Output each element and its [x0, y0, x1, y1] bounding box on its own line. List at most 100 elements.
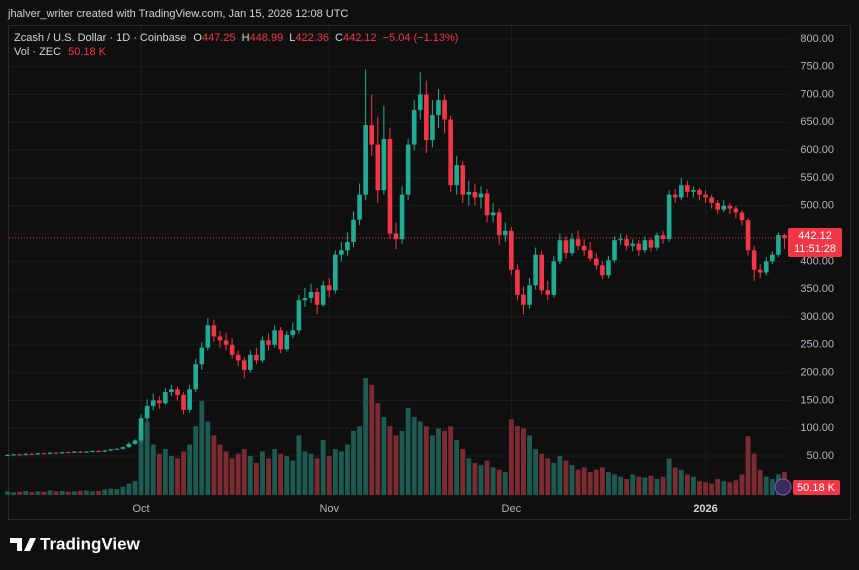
- y-tick-label: 700.00: [800, 88, 834, 100]
- volume-bar: [223, 451, 229, 495]
- candle-body: [114, 448, 120, 450]
- volume-bar: [666, 458, 672, 495]
- candle-body: [96, 451, 101, 453]
- candle-body: [587, 250, 593, 259]
- volume-bar: [478, 465, 484, 495]
- candle-body: [763, 261, 769, 273]
- y-tick-label: 250.00: [800, 339, 834, 351]
- candle-body: [290, 330, 296, 335]
- volume-bar: [466, 458, 472, 495]
- volume-bar: [709, 483, 715, 495]
- candle-body: [654, 235, 660, 248]
- volume-bar: [636, 476, 642, 495]
- credit: jhalver_writer created with TradingView.…: [7, 8, 348, 20]
- candle-body: [430, 115, 435, 141]
- candle-body: [490, 212, 496, 216]
- volume-bar: [41, 491, 47, 495]
- candle-body: [600, 265, 605, 276]
- volume-bar: [411, 417, 417, 495]
- candle-body: [636, 243, 642, 251]
- candle-body: [84, 451, 89, 453]
- candle-body: [666, 194, 672, 240]
- volume-bar: [5, 491, 10, 495]
- volume-bar: [302, 451, 308, 495]
- volume-bar: [678, 469, 684, 495]
- candle-body: [460, 165, 466, 195]
- candle-body: [776, 235, 781, 255]
- volume-bar: [308, 453, 314, 495]
- candle-body: [521, 294, 526, 305]
- candle-body: [703, 194, 708, 198]
- candle-body: [345, 241, 350, 251]
- candle-body: [399, 194, 405, 240]
- candle-body: [369, 125, 375, 145]
- candle-body: [90, 451, 95, 453]
- volume-bar: [545, 458, 551, 495]
- candle-body: [405, 144, 411, 195]
- y-tick-label: 800.00: [800, 33, 834, 45]
- candle-body: [575, 239, 581, 246]
- volume-name: Vol · ZEC: [14, 46, 61, 58]
- alert-icon[interactable]: [774, 478, 792, 496]
- open-label: O: [193, 32, 202, 44]
- y-tick-label: 500.00: [800, 200, 834, 212]
- volume-tag-value: 50.18 K: [797, 482, 836, 494]
- volume-bar: [387, 426, 393, 495]
- volume-bar: [345, 444, 350, 495]
- volume-bar: [521, 428, 526, 495]
- candle-body: [132, 440, 138, 444]
- volume-bar: [272, 449, 278, 495]
- candle-body: [205, 325, 211, 348]
- candle-body: [332, 254, 338, 291]
- low-label: L: [289, 32, 295, 44]
- candle-body: [272, 330, 277, 345]
- volume-bar: [612, 474, 617, 495]
- volume-bar: [581, 467, 587, 495]
- candle-body: [672, 194, 678, 198]
- volume-bar: [150, 444, 156, 495]
- volume-bar: [563, 460, 569, 495]
- y-tick-label: 600.00: [800, 144, 834, 156]
- candle-body: [466, 191, 472, 195]
- volume-bar: [527, 435, 532, 495]
- candle-body: [387, 139, 393, 234]
- candle-body: [156, 400, 162, 404]
- volume-bar: [338, 451, 344, 495]
- candle-body: [181, 394, 186, 410]
- candle-body: [448, 119, 453, 186]
- countdown: 11:51:28: [794, 243, 836, 255]
- candle-body: [612, 240, 617, 261]
- candle-body: [685, 185, 690, 192]
- candle-body: [11, 454, 16, 456]
- open-value: 447.25: [202, 32, 236, 44]
- candle-body: [411, 110, 417, 145]
- candle-body: [35, 453, 41, 455]
- volume-bar: [757, 469, 763, 495]
- volume-bar: [77, 490, 83, 495]
- volume-bar: [618, 476, 624, 495]
- volume-bar: [108, 488, 114, 495]
- candle-body: [551, 261, 557, 295]
- volume-bar: [156, 453, 162, 495]
- volume-bar: [23, 490, 29, 495]
- volume-bar: [29, 492, 35, 495]
- volume-bar: [205, 421, 211, 495]
- candle-body: [320, 285, 326, 305]
- y-tick-label: 200.00: [800, 367, 834, 379]
- candle-body: [770, 254, 775, 262]
- candle-body: [648, 240, 654, 248]
- candle-body: [424, 94, 429, 141]
- candle-body: [65, 452, 71, 454]
- x-tick-label: Dec: [502, 503, 522, 515]
- candle-body: [751, 250, 757, 270]
- candle-body: [642, 240, 648, 251]
- volume-bar: [575, 469, 581, 495]
- volume-bar: [290, 460, 296, 495]
- volume-bar: [375, 403, 381, 495]
- volume-bar: [557, 456, 563, 495]
- volume-bar: [630, 474, 636, 495]
- volume-bar: [332, 449, 338, 495]
- candle-body: [5, 454, 10, 456]
- volume-bar: [399, 430, 405, 495]
- candle-body: [472, 191, 478, 198]
